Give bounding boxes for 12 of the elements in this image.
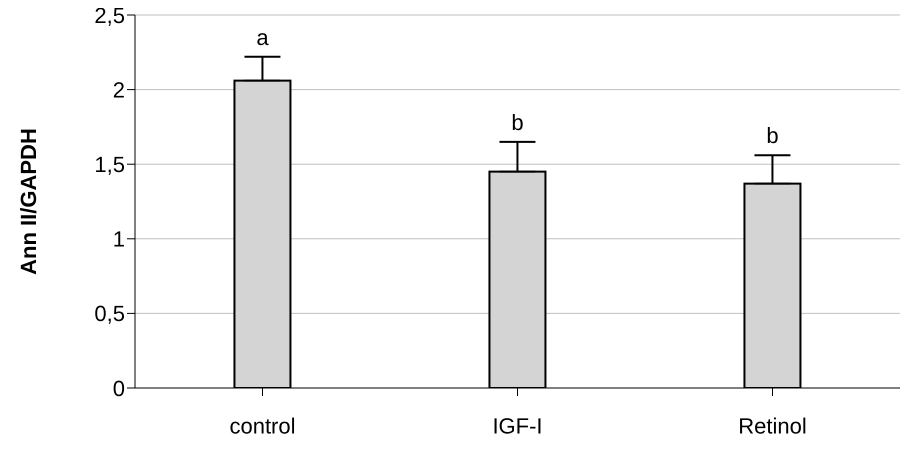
y-tick-label: 2: [112, 77, 125, 102]
x-tick-label: control: [229, 414, 296, 439]
y-tick-label: 0,5: [94, 301, 125, 326]
y-axis-title: Ann II/GAPDH: [16, 128, 41, 275]
y-tick-label: 1: [112, 226, 125, 252]
y-tick-label: 0: [112, 376, 125, 401]
x-tick-label: Retinol: [738, 414, 807, 439]
annotation: b: [511, 110, 524, 135]
annotation: a: [256, 24, 270, 50]
y-tick-label: 1,5: [94, 152, 125, 178]
annotation: b: [766, 123, 779, 148]
x-tick-label: IGF-I: [492, 414, 543, 439]
